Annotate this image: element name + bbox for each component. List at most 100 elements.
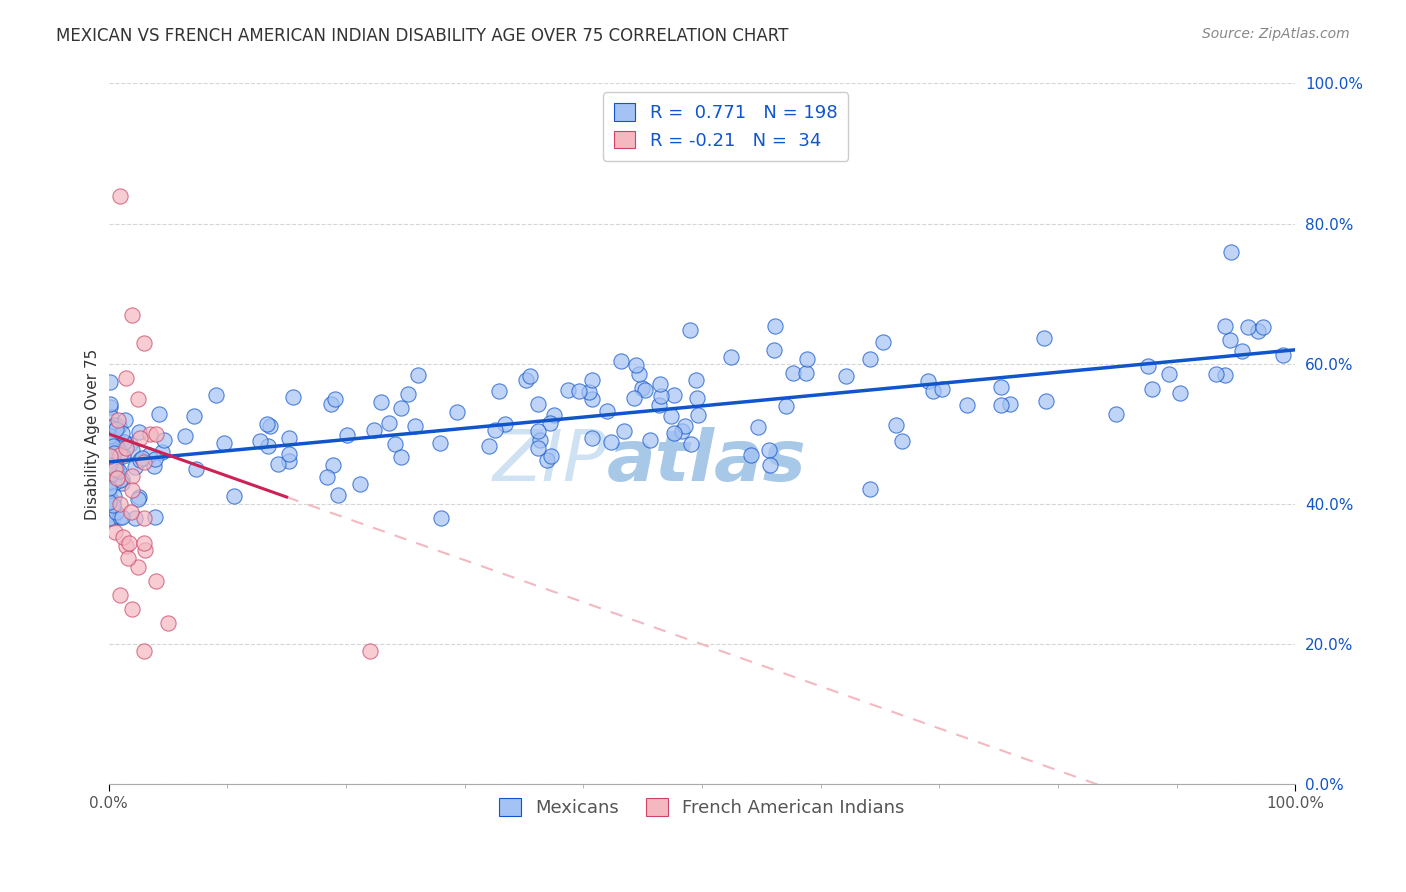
- Point: [316, 470, 339, 484]
- Point: [134, 644, 156, 658]
- Point: [183, 409, 205, 424]
- Point: [100, 375, 122, 389]
- Point: [98, 397, 121, 411]
- Point: [110, 497, 132, 511]
- Point: [108, 473, 131, 487]
- Point: [118, 436, 141, 450]
- Point: [97, 421, 120, 435]
- Point: [673, 419, 696, 434]
- Point: [98, 420, 121, 434]
- Point: [143, 459, 166, 474]
- Point: [101, 460, 124, 475]
- Point: [325, 392, 347, 406]
- Point: [100, 449, 122, 463]
- Point: [110, 588, 132, 602]
- Point: [121, 602, 143, 616]
- Point: [105, 439, 128, 453]
- Point: [205, 388, 228, 402]
- Point: [97, 498, 120, 512]
- Point: [104, 505, 127, 519]
- Point: [519, 368, 541, 383]
- Point: [249, 434, 271, 448]
- Point: [98, 468, 121, 483]
- Point: [581, 373, 603, 387]
- Point: [775, 399, 797, 413]
- Point: [536, 453, 558, 467]
- Point: [112, 435, 135, 450]
- Point: [127, 560, 149, 574]
- Point: [156, 616, 179, 631]
- Point: [127, 392, 149, 406]
- Point: [115, 539, 138, 553]
- Point: [256, 439, 278, 453]
- Point: [543, 408, 565, 422]
- Point: [494, 417, 516, 431]
- Point: [747, 419, 769, 434]
- Point: [650, 389, 672, 403]
- Point: [138, 448, 160, 462]
- Point: [389, 401, 412, 415]
- Point: [1215, 319, 1237, 334]
- Point: [990, 380, 1012, 394]
- Point: [134, 335, 156, 350]
- Point: [103, 498, 125, 512]
- Point: [834, 368, 856, 383]
- Point: [100, 448, 122, 462]
- Point: [596, 404, 619, 418]
- Point: [659, 409, 682, 423]
- Point: [796, 351, 818, 366]
- Point: [662, 426, 685, 441]
- Point: [101, 500, 124, 514]
- Point: [111, 530, 134, 544]
- Point: [110, 448, 132, 462]
- Point: [1105, 407, 1128, 421]
- Point: [124, 460, 146, 475]
- Point: [610, 353, 633, 368]
- Point: [101, 448, 124, 462]
- Point: [484, 423, 506, 437]
- Point: [152, 434, 174, 448]
- Text: Source: ZipAtlas.com: Source: ZipAtlas.com: [1202, 27, 1350, 41]
- Point: [107, 413, 129, 427]
- Point: [581, 392, 603, 406]
- Point: [1230, 343, 1253, 358]
- Point: [120, 505, 142, 519]
- Point: [97, 465, 120, 479]
- Point: [917, 374, 939, 388]
- Point: [956, 398, 979, 412]
- Point: [131, 450, 153, 465]
- Point: [110, 510, 132, 524]
- Point: [581, 431, 603, 445]
- Point: [117, 550, 139, 565]
- Point: [872, 335, 894, 350]
- Point: [173, 428, 195, 442]
- Point: [1251, 319, 1274, 334]
- Y-axis label: Disability Age Over 75: Disability Age Over 75: [86, 348, 100, 519]
- Point: [1219, 334, 1241, 348]
- Point: [1219, 245, 1241, 260]
- Point: [98, 429, 121, 443]
- Point: [114, 412, 136, 426]
- Point: [446, 405, 468, 419]
- Point: [758, 458, 780, 472]
- Point: [720, 350, 742, 364]
- Point: [143, 510, 166, 524]
- Point: [527, 425, 550, 439]
- Point: [406, 368, 429, 382]
- Point: [429, 435, 451, 450]
- Point: [405, 419, 427, 434]
- Point: [763, 318, 786, 333]
- Point: [150, 445, 173, 459]
- Point: [679, 323, 702, 337]
- Point: [931, 383, 953, 397]
- Point: [121, 483, 143, 497]
- Point: [124, 511, 146, 525]
- Point: [97, 460, 120, 475]
- Point: [121, 469, 143, 483]
- Point: [259, 418, 281, 433]
- Point: [884, 418, 907, 433]
- Point: [538, 417, 561, 431]
- Point: [186, 461, 208, 475]
- Point: [1032, 331, 1054, 345]
- Point: [129, 431, 152, 445]
